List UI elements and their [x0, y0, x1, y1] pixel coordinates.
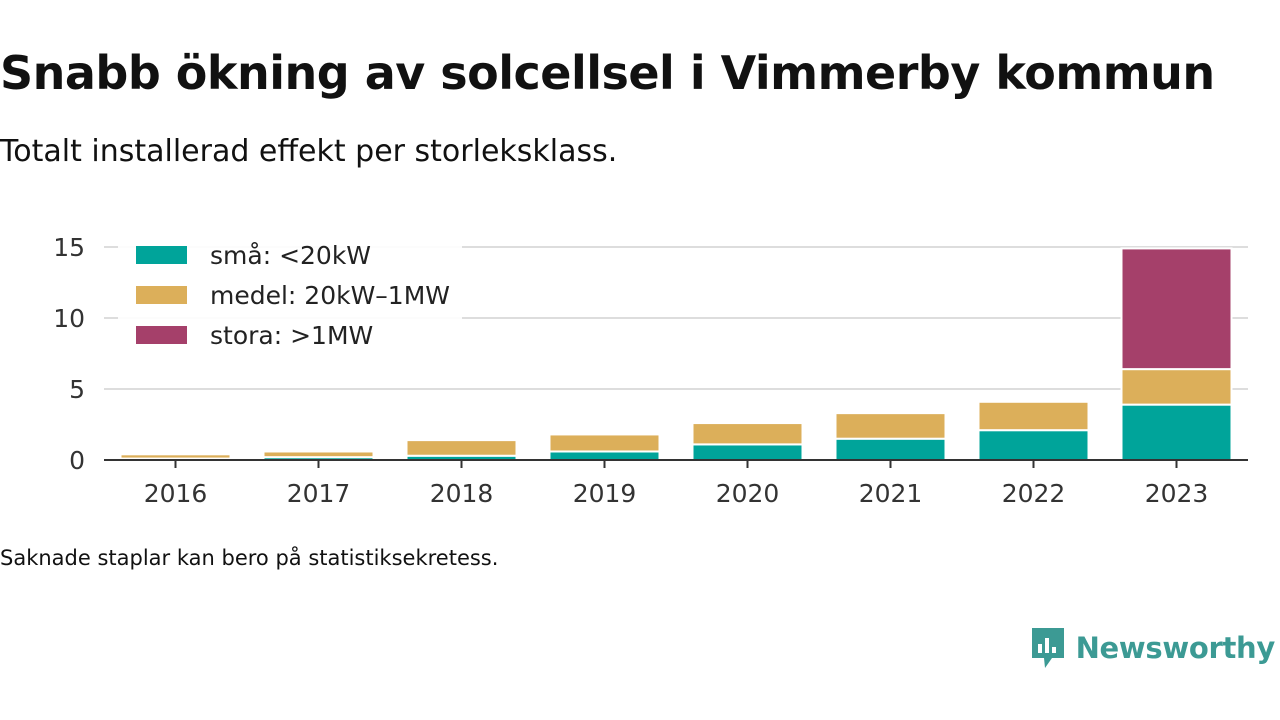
newsworthy-logo-icon — [1031, 628, 1064, 668]
legend: små: <20kW medel: 20kW–1MW stora: >1MW — [118, 241, 462, 355]
legend-swatch — [136, 286, 187, 304]
bar-segment — [548, 450, 661, 461]
x-tick-label: 2021 — [859, 479, 923, 508]
bar-segment — [834, 437, 947, 461]
y-tick-label: 15 — [53, 233, 85, 262]
bar-segment — [548, 433, 661, 453]
legend-swatch — [136, 326, 187, 344]
bar-segment — [262, 450, 375, 459]
bar-segment — [977, 429, 1090, 461]
bar-segment — [119, 453, 232, 460]
legend-label: stora: >1MW — [210, 321, 373, 350]
x-tick-label: 2016 — [144, 479, 208, 508]
chart-subtitle: Totalt installerad effekt per storlekskl… — [0, 134, 618, 169]
bars — [119, 247, 1233, 462]
y-tick-label: 5 — [69, 375, 85, 404]
legend-swatch — [136, 246, 187, 264]
bar-segment — [1120, 403, 1233, 461]
bar-segment — [1120, 247, 1233, 371]
chart-title: Snabb ökning av solcellsel i Vimmerby ko… — [0, 46, 1215, 100]
x-tick-label: 2020 — [716, 479, 780, 508]
x-tick-label: 2017 — [287, 479, 351, 508]
bar-segment — [691, 443, 804, 462]
y-axis-ticks: 0 5 10 15 — [53, 233, 85, 475]
bar-segment — [977, 400, 1090, 432]
x-tick-label: 2023 — [1145, 479, 1209, 508]
footnote: Saknade staplar kan bero på statistiksek… — [0, 546, 499, 570]
legend-label: små: <20kW — [210, 241, 371, 270]
brand-logo: Newsworthy — [1030, 626, 1275, 670]
bar-segment — [691, 422, 804, 446]
bar-segment — [405, 439, 518, 457]
x-axis-ticks: 2016 2017 2018 2019 2020 2021 2022 2023 — [144, 460, 1209, 508]
bar-segment — [1120, 368, 1233, 406]
bar-segment — [834, 412, 947, 440]
brand-name: Newsworthy — [1075, 631, 1276, 665]
x-tick-label: 2019 — [573, 479, 637, 508]
x-tick-label: 2018 — [430, 479, 494, 508]
y-tick-label: 10 — [53, 304, 85, 333]
legend-label: medel: 20kW–1MW — [210, 281, 450, 310]
x-tick-label: 2022 — [1002, 479, 1066, 508]
y-tick-label: 0 — [69, 446, 85, 475]
